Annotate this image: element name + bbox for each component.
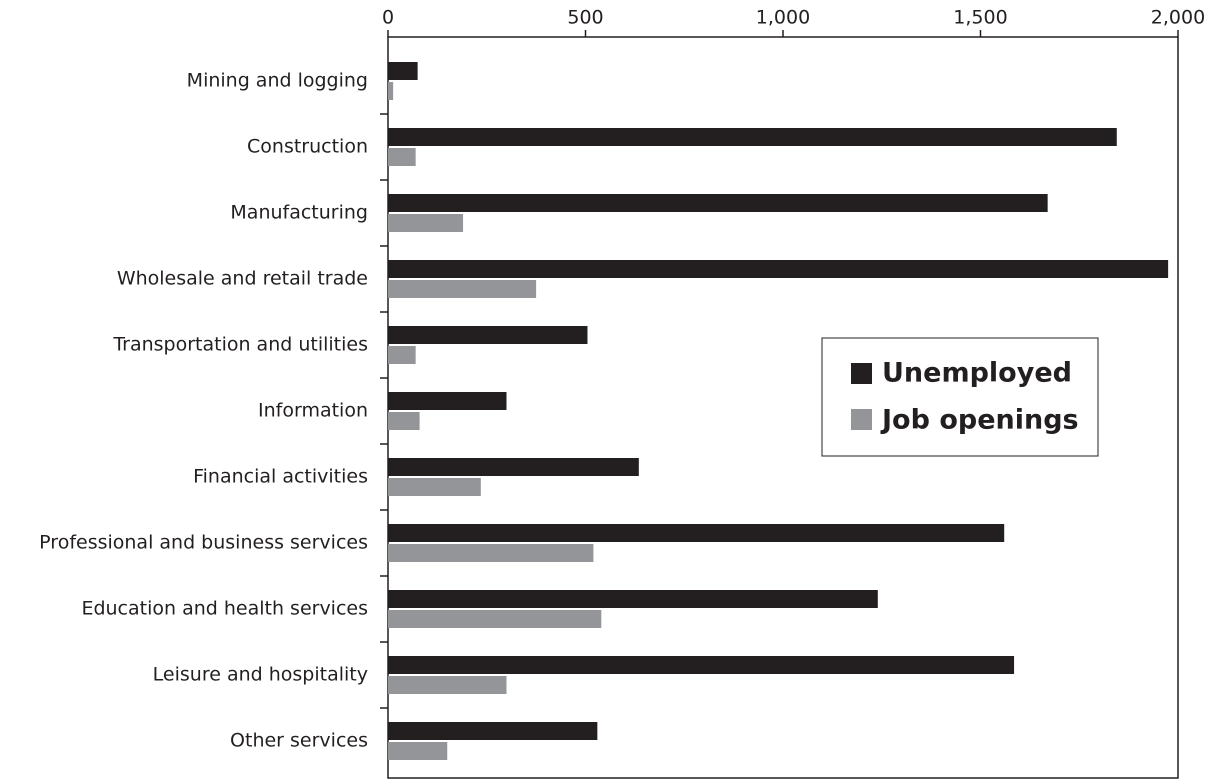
bar xyxy=(388,148,416,166)
y-tick-label: Transportation and utilities xyxy=(112,334,368,356)
x-tick-label: 0 xyxy=(382,7,394,29)
bar xyxy=(388,742,448,760)
bar xyxy=(388,82,394,100)
bar xyxy=(388,458,639,476)
y-tick-label: Other services xyxy=(230,730,368,752)
x-tick-label: 500 xyxy=(567,7,603,29)
bar xyxy=(388,676,507,694)
y-tick-label: Wholesale and retail trade xyxy=(117,268,368,290)
bar xyxy=(388,544,594,562)
y-tick-label: Financial activities xyxy=(193,466,368,488)
bar xyxy=(388,214,464,232)
bar xyxy=(388,194,1048,212)
y-tick-label: Mining and logging xyxy=(187,70,368,92)
legend-swatch xyxy=(851,363,872,384)
bar xyxy=(388,392,507,410)
y-tick-label: Professional and business services xyxy=(39,532,368,554)
legend-label: Job openings xyxy=(880,405,1079,436)
bar xyxy=(388,610,602,628)
bar xyxy=(388,326,588,344)
bar xyxy=(388,260,1169,278)
bar xyxy=(388,346,416,364)
y-tick-label: Information xyxy=(258,400,368,422)
legend-box xyxy=(821,337,1099,457)
bar xyxy=(388,478,481,496)
bar xyxy=(388,412,420,430)
legend-swatch xyxy=(851,409,872,430)
bar xyxy=(388,590,878,608)
bar xyxy=(388,656,1015,674)
y-tick-label: Manufacturing xyxy=(230,202,368,224)
bar xyxy=(388,722,598,740)
y-tick-label: Leisure and hospitality xyxy=(153,664,368,686)
bar xyxy=(388,280,537,298)
y-tick-label: Education and health services xyxy=(81,598,368,620)
bar xyxy=(388,62,418,80)
x-tick-label: 1,500 xyxy=(953,7,1007,29)
bar xyxy=(388,128,1117,146)
legend: Unemployed Job openings xyxy=(821,337,1099,457)
bar xyxy=(388,524,1005,542)
x-tick-label: 2,000 xyxy=(1151,7,1205,29)
legend-label: Unemployed xyxy=(882,358,1072,389)
x-tick-label: 1,000 xyxy=(756,7,810,29)
y-tick-label: Construction xyxy=(247,136,368,158)
